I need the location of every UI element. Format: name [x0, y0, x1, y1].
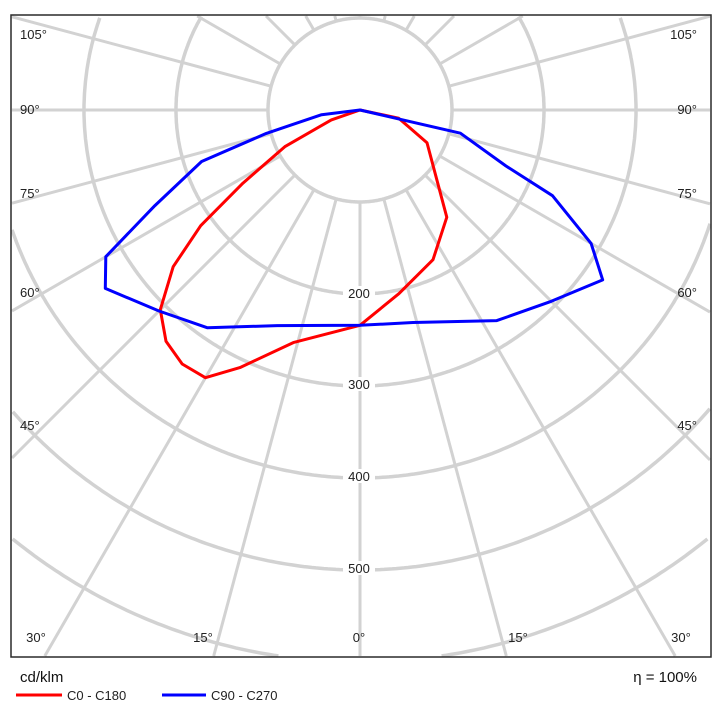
plot-frame [10, 14, 712, 658]
grid-spoke-right-30 [404, 188, 677, 657]
grid-spoke-left-105 [11, 15, 272, 88]
unit-label: cd/klm [20, 669, 63, 686]
grid-spoke-left-135 [264, 14, 296, 46]
curves [103, 108, 605, 380]
angle-label-bottom-0: 0° [353, 630, 365, 645]
polar-grid [10, 14, 712, 658]
radial-label-400: 400 [348, 469, 370, 484]
angle-label-bottom-30-right: 30° [671, 630, 691, 645]
grid-spoke-right-45 [424, 174, 712, 462]
grid-spoke-left-75 [11, 132, 272, 205]
legend-label-c90-c270: C90 - C270 [211, 688, 277, 703]
angle-label-right-90: 90° [677, 102, 697, 117]
grid-spoke-left-15 [212, 198, 338, 657]
grid-spoke-left-45 [10, 174, 296, 460]
grid-spoke-right-75 [448, 132, 711, 206]
grid-ring-100 [266, 16, 454, 204]
grid-spoke-left-60 [11, 154, 282, 313]
radial-label-500: 500 [348, 561, 370, 576]
legend-label-c0-c180: C0 - C180 [67, 688, 126, 703]
grid-ring-600 [11, 537, 709, 658]
grid-spoke-right-105 [448, 14, 711, 88]
grid-ring-500 [11, 407, 712, 572]
grid-spoke-right-15 [382, 198, 508, 657]
grid-spoke-left-120 [196, 14, 282, 66]
angle-label-right-45: 45° [677, 418, 697, 433]
grid-spoke-left-150 [304, 15, 316, 32]
angle-label-bottom-15-right: 15° [508, 630, 528, 645]
grid-spoke-right-150 [404, 15, 416, 32]
angle-labels: 105° 90° 75° 60° 45° 105° 90° 75° 60° 45… [20, 27, 697, 645]
curve-c90-c270 [103, 108, 605, 330]
angle-label-right-75: 75° [677, 186, 697, 201]
angle-label-right-60: 60° [677, 285, 697, 300]
curve-c0-c180 [158, 108, 449, 380]
grid-ring-300 [82, 17, 638, 388]
grid-spoke-right-60 [438, 154, 711, 314]
radial-labels: 200 300 400 500 [343, 286, 375, 576]
angle-label-right-105: 105° [670, 27, 697, 42]
angle-label-left-75: 75° [20, 186, 40, 201]
radial-label-300: 300 [348, 377, 370, 392]
grid-spoke-left-30 [43, 188, 316, 657]
angle-label-bottom-15-left: 15° [193, 630, 213, 645]
angle-label-left-105: 105° [20, 27, 47, 42]
angle-label-bottom-30-left: 30° [26, 630, 46, 645]
radial-label-200: 200 [348, 286, 370, 301]
grid-ring-400 [10, 223, 712, 480]
grid-spoke-right-135 [424, 14, 456, 46]
angle-label-left-90: 90° [20, 102, 40, 117]
angle-label-left-45: 45° [20, 418, 40, 433]
grid-spoke-right-120 [438, 14, 524, 66]
grid-ring-200 [174, 15, 546, 296]
angle-label-left-60: 60° [20, 285, 40, 300]
efficiency-label: η = 100% [633, 669, 697, 686]
